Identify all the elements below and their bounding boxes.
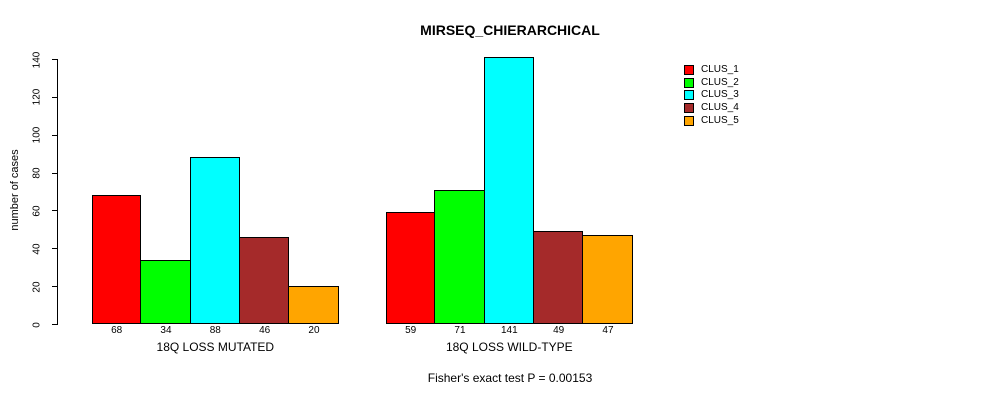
legend-label: CLUS_5	[701, 114, 739, 126]
bar-clus_4	[532, 231, 584, 324]
bar-clus_4	[238, 236, 290, 324]
legend-swatch-clus_3	[684, 90, 694, 101]
legend-row: CLUS_3	[684, 89, 739, 101]
chart-title: MIRSEQ_CHIERARCHICAL	[420, 22, 600, 38]
bar-value-label: 49	[553, 325, 565, 336]
y-axis-tick	[52, 248, 57, 250]
legend-label: CLUS_2	[701, 76, 739, 88]
bar-clus_5	[288, 286, 339, 324]
y-tick-label: 60	[31, 205, 43, 217]
y-tick-label: 20	[31, 281, 43, 293]
y-tick-label: 0	[31, 321, 43, 328]
legend-swatch-clus_5	[684, 115, 694, 126]
legend-label: CLUS_3	[701, 89, 739, 101]
bar-value-label: 68	[111, 325, 123, 336]
bar-value-label: 46	[259, 325, 271, 336]
y-axis-tick	[52, 324, 57, 325]
legend-swatch-clus_4	[684, 103, 694, 114]
x-group-label: 18Q LOSS MUTATED	[156, 340, 275, 354]
legend-label: CLUS_4	[701, 102, 739, 114]
bar-clus_3	[189, 157, 240, 324]
y-axis-label: number of cases	[9, 149, 21, 231]
legend-swatch-clus_1	[684, 65, 694, 75]
bar-value-label: 88	[209, 325, 221, 336]
bar-value-label: 59	[405, 325, 417, 336]
legend-row: CLUS_5	[684, 114, 739, 126]
y-axis-tick	[52, 286, 57, 288]
bar-clus_2	[434, 189, 485, 324]
y-axis-tick	[52, 134, 57, 136]
legend-row: CLUS_4	[684, 102, 739, 114]
legend-row: CLUS_1	[684, 65, 739, 75]
y-axis-line	[57, 59, 58, 325]
bar-clus_1	[386, 212, 436, 324]
y-axis-tick	[52, 210, 57, 212]
legend: CLUS_1 CLUS_2 CLUS_3 CLUS_4 CLUS_5	[684, 65, 739, 128]
y-tick-label: 120	[31, 89, 43, 106]
x-group-label: 18Q LOSS WILD-TYPE	[445, 340, 573, 354]
legend-label: CLUS_1	[701, 64, 739, 75]
bar-clus_1	[92, 195, 142, 324]
legend-row: CLUS_2	[684, 76, 739, 88]
y-tick-label: 40	[31, 243, 43, 255]
bar-value-label: 141	[500, 325, 518, 336]
y-axis-tick	[52, 59, 57, 60]
y-tick-label: 100	[31, 126, 43, 144]
y-axis-tick	[52, 172, 57, 174]
footnote-fisher-test: Fisher's exact test P = 0.00153	[427, 371, 593, 385]
bar-value-label: 34	[160, 325, 172, 336]
bar-value-label: 47	[602, 325, 614, 336]
y-axis-tick	[52, 96, 57, 98]
legend-swatch-clus_2	[684, 77, 694, 88]
y-tick-label: 140	[31, 51, 43, 68]
bar-value-label: 71	[454, 325, 466, 336]
bar-clus_5	[582, 235, 633, 324]
bar-value-label: 20	[308, 325, 320, 336]
bar-clus_3	[483, 57, 534, 324]
y-tick-label: 80	[31, 167, 43, 179]
bar-clus_2	[140, 259, 191, 324]
